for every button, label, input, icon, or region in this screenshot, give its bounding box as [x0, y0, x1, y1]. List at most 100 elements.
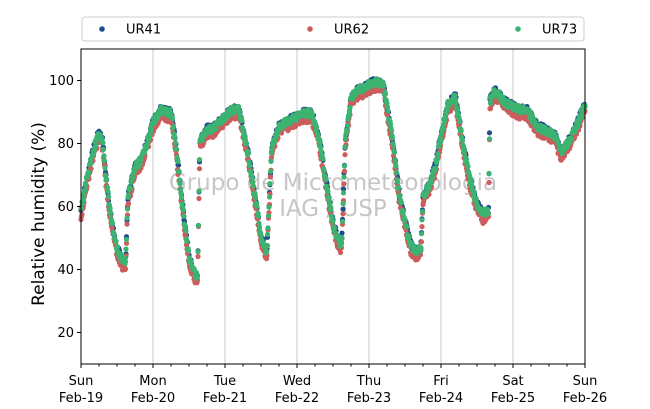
- point-UR73: [102, 165, 108, 171]
- point-UR73: [250, 183, 257, 189]
- point-UR73: [438, 136, 444, 142]
- legend-frame: [81, 16, 585, 42]
- y-tick-label-20: 20: [57, 326, 74, 341]
- y-tick-label-80: 80: [57, 137, 74, 152]
- point-UR73: [317, 138, 323, 144]
- point-UR73: [461, 146, 468, 153]
- point-UR73: [331, 225, 338, 231]
- point-UR73: [330, 218, 336, 224]
- point-UR62: [342, 152, 348, 158]
- point-UR73: [107, 206, 113, 212]
- point-UR73: [184, 238, 190, 244]
- point-UR73: [125, 192, 132, 198]
- point-UR73: [359, 89, 365, 95]
- point-UR73: [398, 199, 405, 205]
- point-UR73: [268, 158, 274, 164]
- point-UR73: [339, 235, 345, 241]
- y-tick-label-100: 100: [49, 74, 74, 89]
- y-tick-label-60: 60: [57, 200, 74, 215]
- point-UR73: [339, 218, 346, 225]
- point-UR73: [429, 174, 436, 180]
- point-UR73: [88, 160, 94, 167]
- point-UR73: [199, 137, 206, 143]
- point-UR73: [182, 223, 189, 229]
- point-UR73: [123, 246, 129, 252]
- point-UR73: [137, 161, 143, 167]
- point-UR62: [418, 239, 425, 245]
- data-points: [78, 76, 588, 286]
- point-UR73: [124, 215, 130, 221]
- point-UR62: [341, 181, 347, 187]
- point-UR62: [340, 211, 346, 217]
- y-axis-label: Relative humidity (%): [29, 122, 49, 306]
- point-UR73: [485, 211, 492, 217]
- legend-marker-UR41: [99, 26, 105, 32]
- point-UR73: [326, 197, 332, 203]
- x-tick-day-6: Sat: [502, 374, 523, 389]
- point-UR73: [196, 157, 203, 163]
- point-UR73: [176, 168, 182, 174]
- point-UR62: [196, 166, 203, 172]
- x-tick-day-3: Wed: [283, 374, 311, 389]
- point-UR73: [394, 179, 401, 185]
- x-tick-date-0: Feb-19: [59, 391, 103, 406]
- x-tick-date-1: Feb-20: [131, 391, 175, 406]
- point-UR73: [123, 237, 130, 243]
- point-UR73: [86, 170, 92, 176]
- point-UR73: [258, 232, 264, 238]
- point-UR73: [195, 223, 202, 229]
- point-UR73: [456, 119, 463, 125]
- point-UR73: [264, 231, 271, 237]
- point-UR73: [389, 135, 396, 141]
- point-UR73: [346, 108, 353, 114]
- point-UR73: [342, 135, 349, 142]
- point-UR62: [123, 240, 130, 246]
- point-UR73: [418, 231, 425, 237]
- point-UR73: [148, 125, 154, 131]
- point-UR73: [185, 248, 192, 254]
- point-UR73: [426, 186, 432, 192]
- point-UR73: [194, 274, 201, 280]
- point-UR73: [321, 167, 327, 173]
- point-UR73: [395, 184, 402, 190]
- point-UR73: [440, 126, 446, 132]
- point-UR73: [100, 146, 107, 153]
- legend-label-UR41: UR41: [126, 23, 161, 38]
- point-UR73: [313, 124, 320, 130]
- x-axis: Sun Feb-19 Mon Feb-20 Tue Feb-21 Wed Feb-22 Thu F…: [59, 364, 607, 406]
- point-UR73: [516, 103, 522, 109]
- point-UR73: [252, 190, 258, 196]
- point-UR73: [382, 91, 389, 97]
- x-tick-day-7: Sun: [573, 374, 598, 389]
- point-UR73: [458, 126, 464, 132]
- point-UR73: [144, 142, 150, 148]
- point-UR73: [465, 164, 471, 170]
- x-tick-date-3: Feb-22: [275, 391, 319, 406]
- point-UR73: [177, 187, 184, 193]
- point-UR73: [393, 163, 399, 169]
- point-UR73: [578, 113, 585, 119]
- point-UR73: [256, 220, 262, 226]
- point-UR41: [339, 230, 345, 236]
- point-UR73: [388, 127, 395, 133]
- legend-marker-UR73: [515, 26, 521, 32]
- x-tick-day-0: Sun: [69, 374, 94, 389]
- point-UR73: [152, 119, 158, 125]
- point-UR73: [390, 143, 397, 149]
- point-UR73: [400, 208, 407, 214]
- point-UR73: [563, 145, 570, 151]
- point-UR73: [196, 188, 202, 194]
- point-UR73: [484, 206, 491, 212]
- point-UR73: [347, 105, 353, 111]
- point-UR73: [181, 213, 187, 219]
- point-UR73: [105, 188, 111, 194]
- point-UR73: [213, 126, 219, 132]
- x-tick-date-5: Feb-24: [419, 391, 463, 406]
- point-UR41: [486, 130, 493, 136]
- x-tick-day-5: Fri: [433, 374, 449, 389]
- point-UR73: [113, 239, 119, 245]
- point-UR62: [196, 195, 202, 202]
- point-UR73: [340, 190, 347, 196]
- point-UR73: [254, 203, 260, 209]
- point-UR73: [402, 217, 408, 223]
